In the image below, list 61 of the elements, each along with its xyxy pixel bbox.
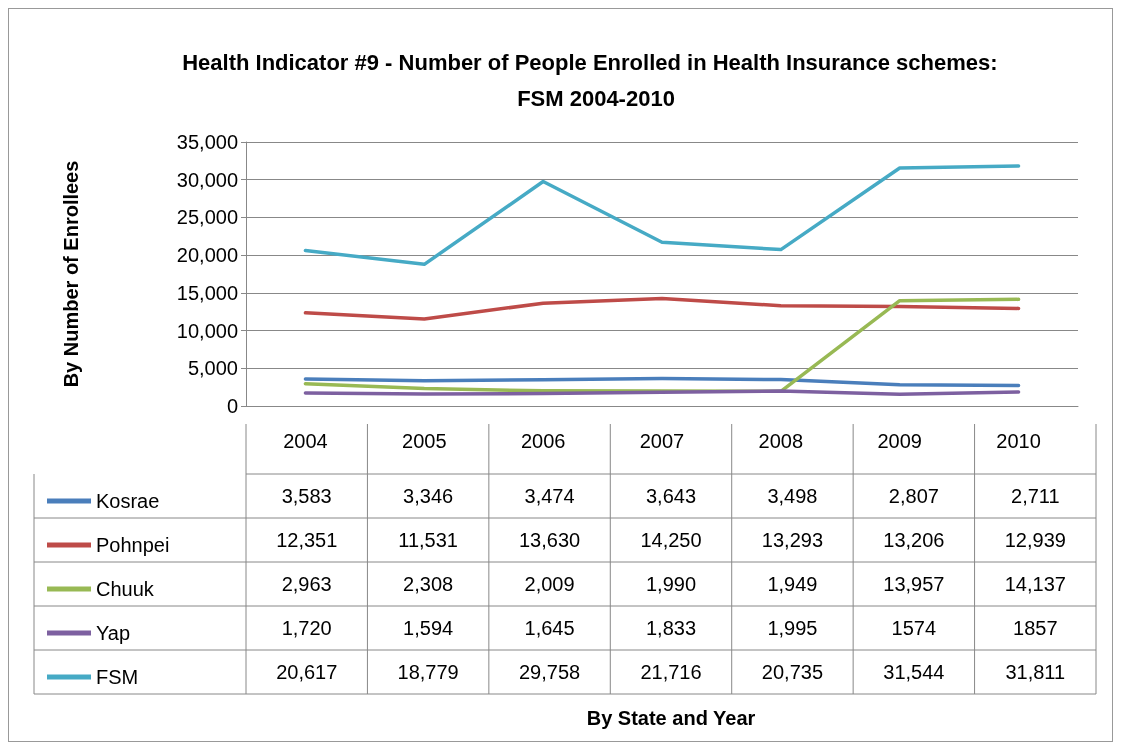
data-label: 2,963 [281,573,332,595]
x-tick-label: 2008 [758,430,804,452]
y-tick-label: 5,000 [187,357,238,380]
x-tick-label: 2009 [877,430,922,452]
data-label: 1,720 [281,617,332,639]
data-label: 3,583 [281,485,332,507]
x-tick-label: 2005 [402,430,447,452]
legend-label: Yap [96,622,131,644]
data-label: 21,716 [640,661,702,683]
data-label: 1574 [891,617,937,639]
y-tick-label: 30,000 [176,168,238,191]
y-tick-label: 25,000 [176,206,238,229]
data-label: 3,643 [645,485,697,507]
data-label: 2,308 [403,573,454,595]
data-label: 1,990 [645,573,697,595]
data-label: 1,833 [645,617,697,639]
data-label: 11,531 [398,529,458,551]
data-label: 14,137 [1004,573,1066,595]
legend-label: FSM [96,666,139,688]
data-label: 1,645 [524,617,575,639]
data-label: 1,995 [767,617,818,639]
x-tick-label: 2004 [283,430,328,452]
y-tick-label: 10,000 [176,319,238,342]
y-tick-label: 20,000 [176,244,238,267]
data-label: 13,957 [883,573,945,595]
y-tick-label: 35,000 [176,131,238,153]
data-label: 2,009 [524,573,575,595]
data-label: 2,711 [1011,485,1060,507]
line-series [303,296,1021,321]
data-label: 13,206 [883,529,945,551]
x-tick-label: 2010 [996,430,1041,452]
data-label: 18,779 [397,661,459,683]
y-tick-label: 0 [226,395,238,417]
data-label: 12,939 [1004,529,1066,551]
x-tick-label: 2006 [520,430,566,452]
data-label: 31,811 [1005,661,1066,683]
legend-label: Pohnpei [96,534,170,556]
data-label: 31,544 [883,661,945,683]
data-label: 1,949 [767,573,818,595]
data-label: 13,293 [761,529,824,551]
line-series [303,376,1021,388]
data-label: 13,630 [518,529,581,551]
data-label: 20,735 [761,661,824,683]
data-label: 3,498 [767,485,818,507]
data-label: 1857 [1013,617,1058,639]
data-label: 12,351 [276,529,338,551]
chart-title: Health Indicator #9 - Number of People Enrolled in Health Insurance schemes: FSM 2004-2010 [182,49,1010,111]
y-tick-label: 15,000 [176,281,238,304]
data-label: 3,474 [524,485,575,507]
legend-label: Chuuk [96,578,155,600]
data-label: 1,594 [403,617,454,639]
data-label: 14,250 [640,529,702,551]
data-label: 20,617 [276,661,338,683]
data-label: 3,346 [403,485,454,507]
line-series [303,164,1021,267]
data-label: 29,758 [518,661,581,683]
text: By State and Year [586,707,756,729]
x-tick-label: 2007 [639,430,685,452]
legend-label: Kosrae [96,490,160,512]
data-label: 2,807 [888,485,939,507]
y-axis-title: By Number of Enrollees [60,160,82,388]
